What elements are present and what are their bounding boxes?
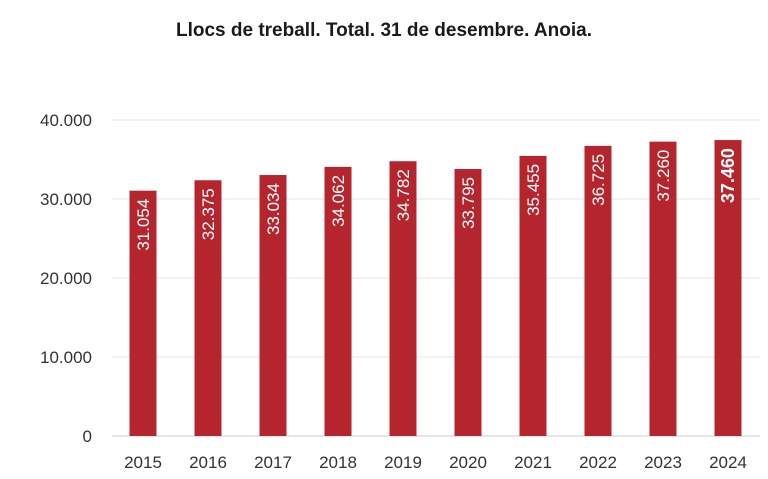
- x-tick-label: 2017: [254, 453, 292, 472]
- y-tick-label: 0: [83, 427, 92, 446]
- bar-value-label: 36.725: [589, 154, 608, 206]
- chart-title: Llocs de treball. Total. 31 de desembre.…: [175, 20, 592, 41]
- y-tick-label: 30.000: [40, 190, 92, 209]
- bar: [129, 190, 157, 436]
- x-tick-label: 2024: [709, 453, 747, 472]
- bar-value-label: 34.062: [329, 175, 348, 227]
- x-tick-label: 2019: [384, 453, 422, 472]
- bar: [194, 180, 222, 436]
- bar: [519, 155, 547, 436]
- bar: [259, 175, 287, 436]
- x-tick-label: 2023: [644, 453, 682, 472]
- bar-value-label: 31.054: [134, 199, 153, 251]
- y-tick-label: 40.000: [40, 111, 92, 130]
- x-tick-label: 2016: [189, 453, 227, 472]
- bar: [649, 141, 677, 436]
- x-tick-label: 2018: [319, 453, 357, 472]
- x-tick-label: 2022: [579, 453, 617, 472]
- x-tick-label: 2015: [124, 453, 162, 472]
- bar: [324, 166, 352, 436]
- bar-value-label: 35.455: [524, 164, 543, 216]
- y-tick-label: 20.000: [40, 269, 92, 288]
- bar: [584, 145, 612, 436]
- bar-value-label: 33.795: [459, 177, 478, 229]
- bar-value-label: 37.260: [654, 150, 673, 202]
- x-tick-label: 2020: [449, 453, 487, 472]
- bar-value-label: 34.782: [394, 169, 413, 221]
- bar: [714, 140, 742, 437]
- bar-value-label: 32.375: [199, 188, 218, 240]
- bar-value-label: 33.034: [264, 183, 283, 235]
- bar: [389, 161, 417, 436]
- bar-value-label: 37.460: [718, 148, 738, 203]
- bar: [454, 169, 482, 436]
- x-tick-label: 2021: [514, 453, 552, 472]
- y-tick-label: 10.000: [40, 348, 92, 367]
